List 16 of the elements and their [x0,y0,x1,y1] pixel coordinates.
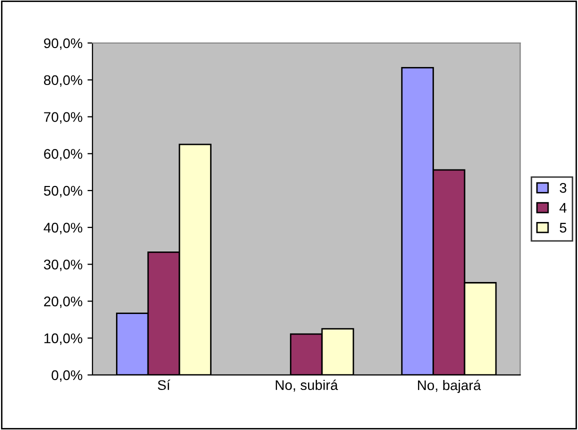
legend-label: 5 [560,222,566,233]
x-tick-label: No, bajará [418,380,481,393]
y-tick-label: 60,0% [44,148,82,160]
legend-label: 4 [560,203,567,213]
y-tick-label: 80,0% [44,75,82,87]
y-tick-label: 30,0% [44,260,82,272]
legend-label: 3 [560,182,566,193]
y-tick-label: 20,0% [44,296,82,308]
y-tick-label: 10,0% [44,333,82,345]
y-tick-label: 0,0% [52,370,82,382]
y-tick-label: 90,0% [44,38,82,50]
x-tick-label: Sí [158,380,170,390]
y-tick-label: 40,0% [44,222,82,234]
y-tick-label: 50,0% [44,186,82,198]
x-tick-label: No, subirá [276,380,338,392]
y-tick-label: 70,0% [44,112,82,124]
